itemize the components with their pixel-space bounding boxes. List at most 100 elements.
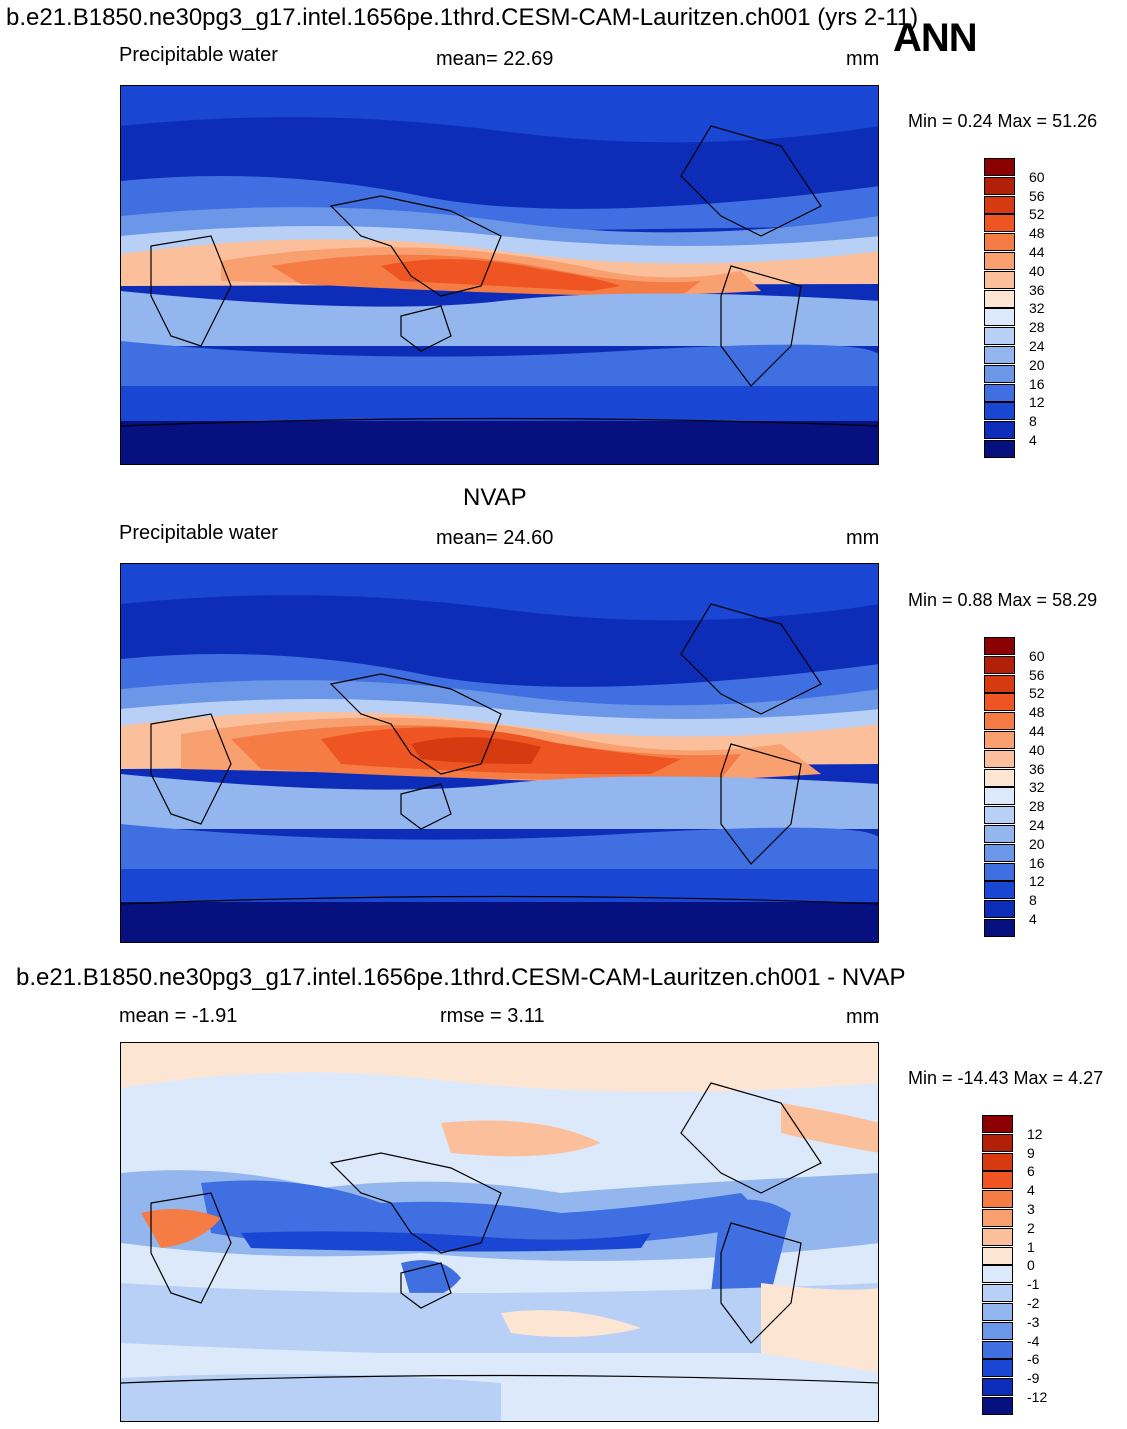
colorbar-swatch	[984, 806, 1015, 825]
colorbar-tick-label: 12	[1029, 394, 1045, 411]
panel3-mean-label: mean = -1.91	[119, 1005, 238, 1027]
colorbar-swatch	[982, 1359, 1013, 1378]
colorbar-swatch	[984, 749, 1015, 768]
colorbar-tick-label: -9	[1027, 1370, 1040, 1387]
colorbar-swatch	[984, 176, 1015, 195]
panel2-contour-field	[121, 564, 878, 942]
colorbar-swatch	[984, 825, 1015, 843]
colorbar-swatch	[982, 1209, 1013, 1227]
colorbar-swatch	[984, 289, 1015, 308]
colorbar-swatch	[984, 308, 1015, 327]
colorbar-swatch	[984, 440, 1015, 458]
colorbar-swatch	[984, 919, 1015, 937]
colorbar-tick-label: 28	[1029, 798, 1045, 815]
colorbar-tick-label: 40	[1029, 262, 1045, 279]
colorbar-tick-label: 36	[1029, 281, 1045, 298]
colorbar-swatch	[984, 768, 1015, 787]
colorbar-tick-label: 20	[1029, 835, 1045, 852]
colorbar-tick-label: 6	[1027, 1163, 1035, 1180]
colorbar-tick-label: 9	[1027, 1144, 1035, 1161]
colorbar-swatch	[982, 1397, 1013, 1415]
colorbar-swatch	[982, 1378, 1013, 1397]
colorbar-tick-label: 1	[1027, 1238, 1035, 1255]
colorbar-swatch	[982, 1340, 1013, 1359]
colorbar-tick-label: 40	[1029, 741, 1045, 758]
colorbar-tick-label: 48	[1029, 704, 1045, 721]
colorbar-swatch	[982, 1303, 1013, 1321]
panel2-mean-label: mean= 24.60	[436, 527, 554, 549]
colorbar-swatch	[984, 900, 1015, 919]
colorbar-tick-label: 8	[1029, 892, 1037, 909]
colorbar-swatch	[982, 1171, 1013, 1190]
colorbar-tick-label: 56	[1029, 666, 1045, 683]
colorbar-swatch	[982, 1152, 1013, 1171]
panel2-variable-label: Precipitable water	[119, 522, 278, 544]
panel3-title: b.e21.B1850.ne30pg3_g17.intel.1656pe.1th…	[16, 964, 906, 991]
colorbar-tick-label: 24	[1029, 817, 1045, 833]
colorbar-tick-label: 28	[1029, 319, 1045, 336]
colorbar-tick-label: 4	[1027, 1182, 1035, 1199]
colorbar-swatch	[984, 270, 1015, 289]
colorbar-swatch	[984, 402, 1015, 421]
colorbar-swatch	[984, 787, 1015, 806]
colorbar-swatch	[984, 881, 1015, 900]
colorbar-swatch	[984, 843, 1015, 862]
colorbar-tick-label: 44	[1029, 723, 1045, 739]
panel3-map	[120, 1042, 879, 1422]
colorbar-tick-label: 52	[1029, 206, 1045, 223]
colorbar-tick-label: 60	[1029, 168, 1045, 185]
colorbar-swatch	[982, 1284, 1013, 1303]
colorbar-tick-label: 36	[1029, 760, 1045, 777]
colorbar-tick-label: 32	[1029, 779, 1045, 796]
colorbar-swatch	[984, 158, 1015, 176]
colorbar-tick-label: 48	[1029, 225, 1045, 242]
colorbar-swatch	[984, 637, 1015, 655]
colorbar-swatch	[984, 214, 1015, 233]
case-title: b.e21.B1850.ne30pg3_g17.intel.1656pe.1th…	[6, 4, 919, 31]
colorbar-tick-label: 2	[1027, 1219, 1035, 1236]
panel2-map	[120, 563, 879, 943]
colorbar-swatch	[984, 421, 1015, 440]
colorbar-swatch	[982, 1265, 1013, 1284]
colorbar-tick-label: -1	[1027, 1276, 1040, 1293]
colorbar-swatch	[984, 712, 1015, 731]
panel1-units-label: mm	[846, 48, 880, 70]
colorbar-tick-label: 56	[1029, 187, 1045, 204]
panel1-mean-label: mean= 22.69	[436, 48, 554, 70]
colorbar-swatch	[984, 693, 1015, 712]
colorbar-tick-label: -12	[1027, 1389, 1048, 1405]
colorbar-swatch	[982, 1321, 1013, 1340]
panel3-rmse-label: rmse = 3.11	[440, 1005, 545, 1027]
colorbar-swatch	[984, 731, 1015, 749]
panel2-minmax: Min = 0.88 Max = 58.29	[908, 590, 1098, 610]
colorbar-tick-label: 8	[1029, 413, 1037, 430]
colorbar-swatch	[984, 233, 1015, 252]
panel2-units-label: mm	[846, 527, 880, 549]
colorbar-tick-label: 0	[1027, 1257, 1035, 1274]
colorbar-tick-label: 16	[1029, 854, 1045, 871]
colorbar-swatch	[984, 327, 1015, 346]
colorbar-swatch	[984, 195, 1015, 214]
colorbar-swatch	[984, 655, 1015, 674]
colorbar-swatch	[982, 1190, 1013, 1209]
colorbar-swatch	[984, 674, 1015, 693]
colorbar-swatch	[982, 1133, 1013, 1152]
season-label: ANN	[893, 16, 978, 60]
colorbar-tick-label: -6	[1027, 1351, 1040, 1368]
colorbar-swatch	[984, 346, 1015, 364]
panel3-units-label: mm	[846, 1006, 880, 1028]
panel1-map	[120, 85, 879, 465]
colorbar-tick-label: 4	[1029, 911, 1037, 927]
panel3-contour-field	[121, 1043, 878, 1421]
panel1-contour-field	[121, 86, 878, 464]
colorbar-swatch	[984, 862, 1015, 881]
panel1-variable-label: Precipitable water	[119, 44, 278, 66]
colorbar-swatch	[982, 1115, 1013, 1133]
panel1-minmax: Min = 0.24 Max = 51.26	[908, 111, 1098, 131]
colorbar-tick-label: 60	[1029, 647, 1045, 664]
panel3-minmax: Min = -14.43 Max = 4.27	[908, 1068, 1104, 1088]
colorbar-tick-label: -2	[1027, 1295, 1040, 1311]
colorbar-tick-label: 3	[1027, 1201, 1035, 1217]
colorbar-swatch	[984, 364, 1015, 383]
colorbar-tick-label: 52	[1029, 685, 1045, 702]
